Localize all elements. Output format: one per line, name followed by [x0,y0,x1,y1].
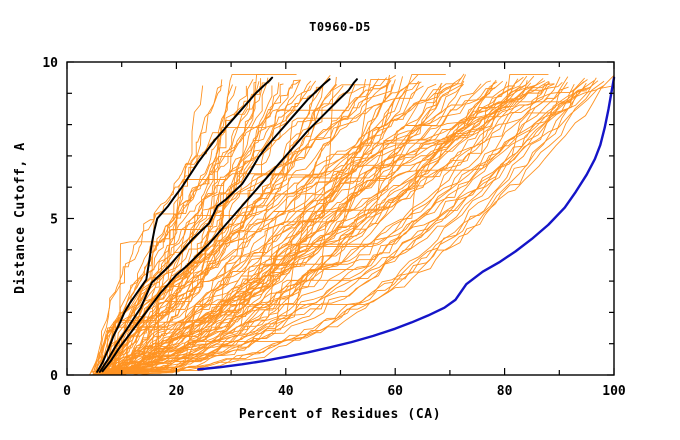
ensemble-curve [102,82,568,376]
x-tick-label: 0 [63,384,71,399]
ensemble-curve [112,83,464,372]
ensemble-curve [92,80,549,376]
ensemble-curve [108,81,260,376]
y-tick-label: 0 [50,369,58,384]
ensemble-curve [102,78,262,376]
ensemble-curve [103,83,575,376]
ensemble-curve [105,81,563,376]
ensemble-curve [95,78,544,375]
x-tick-label: 40 [278,384,294,399]
series-black-curve-2 [98,78,331,373]
ensemble-curve [110,83,555,374]
ensemble-curve [108,81,326,376]
y-tick-label: 5 [50,213,58,228]
series-black-curve-1 [96,76,274,373]
x-tick-label: 60 [387,384,403,399]
ensemble-curve [113,81,422,376]
ensemble-curve [108,74,549,376]
ensemble-curve [92,85,516,376]
ensemble-curve [98,78,254,376]
ensemble-curve [102,76,404,375]
axis-tick-labels-group: 0 20 40 60 80 100 0 5 10 [42,56,626,399]
axis-ticks-group [66,61,615,376]
ensemble-curve [108,77,269,376]
ensemble-curve [102,80,301,376]
ensemble-curve [97,78,380,376]
ensemble-curve [97,80,605,373]
ensemble-curve [96,85,344,375]
x-tick-label: 80 [497,384,513,399]
y-tick-label: 10 [42,56,58,71]
ensemble-curve [94,82,494,376]
ensemble-curve [97,87,320,376]
x-tick-label: 20 [169,384,185,399]
ensemble-curve [100,80,528,372]
ensemble-curve [108,80,595,376]
ensemble-curve [99,83,463,373]
ensemble-curve [97,74,391,374]
black-highlight-curves-group [96,76,358,373]
ensemble-curve [107,76,561,375]
ensemble-curve [99,85,604,376]
ensemble-curve [103,79,497,376]
ensemble-curve [96,78,519,376]
x-axis-label: Percent of Residues (CA) [239,407,441,422]
ensemble-curve [106,83,442,376]
ensemble-curve [109,90,588,376]
ensemble-curve [102,81,585,375]
ensemble-curve [106,80,312,375]
ensemble-curve [107,77,597,376]
ensemble-curve [102,82,532,376]
ensemble-curve [98,77,388,376]
ensemble-curve [107,84,454,375]
ensemble-curve [113,86,569,374]
ensemble-curve [93,77,272,372]
y-axis-label: Distance Cutoff, A [13,142,28,294]
ensemble-curve [101,79,301,373]
ensemble-curves-group [89,73,615,376]
ensemble-curve [101,85,311,376]
blue-best-model-curve-group [197,76,616,371]
page-title: T0960-D5 [309,20,371,34]
ensemble-curve [97,79,367,376]
x-tick-label: 100 [602,384,626,399]
ensemble-curve [94,74,467,375]
ensemble-curve [113,77,391,376]
ensemble-curve [95,74,266,376]
series-best-model-blue [197,76,616,371]
series-black-curve-3 [101,78,358,373]
ensemble-curve [100,74,297,372]
ensemble-curve [92,80,420,374]
ensemble-curve [103,79,392,374]
ensemble-curve [110,74,419,376]
